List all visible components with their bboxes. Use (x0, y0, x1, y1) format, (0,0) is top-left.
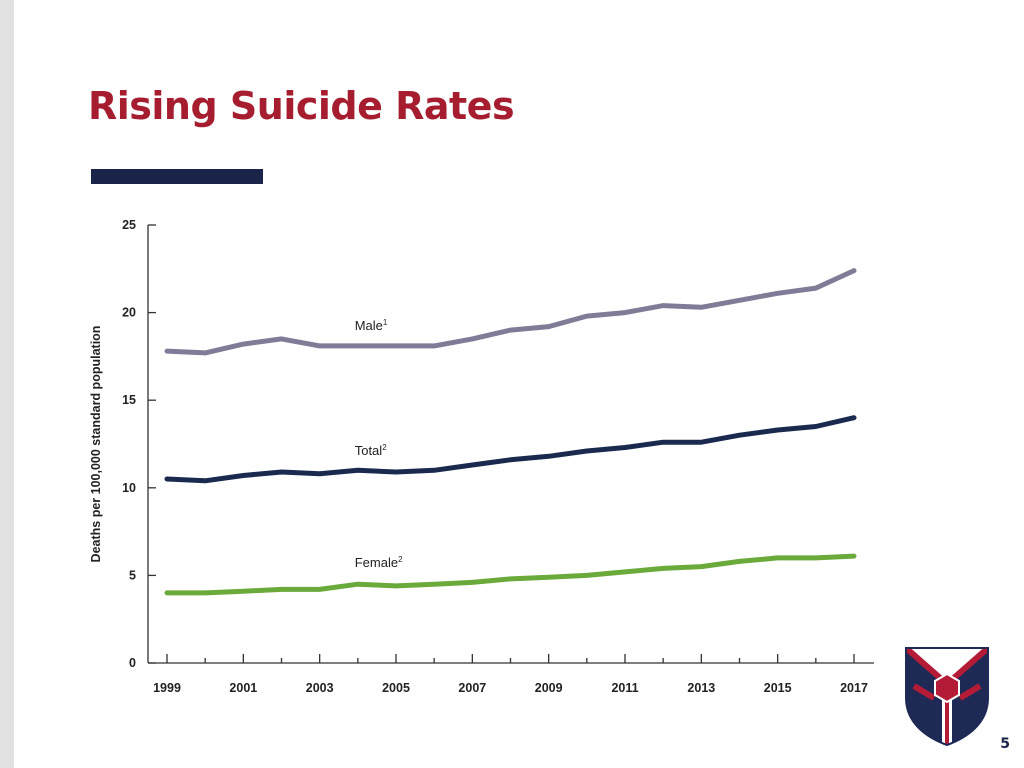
series-label-male-superscript: 1 (383, 318, 388, 327)
series-line-female (164, 553, 857, 596)
series-label-total-superscript: 2 (382, 443, 387, 452)
series-label-total-text: Total (355, 443, 383, 458)
series-label-male: Male1 (355, 318, 388, 333)
series-label-female-superscript: 2 (398, 555, 403, 564)
x-tick-label: 2001 (229, 681, 257, 695)
x-tick-label: 2017 (840, 681, 868, 695)
y-tick-label: 15 (122, 393, 136, 407)
x-tick-label: 1999 (153, 681, 181, 695)
x-tick-label: 2003 (306, 681, 334, 695)
x-tick-label: 2013 (687, 681, 715, 695)
university-crest-logo (905, 647, 989, 746)
series-label-female-text: Female (355, 555, 398, 570)
y-tick-label: 5 (129, 568, 136, 582)
x-tick-label: 2009 (535, 681, 563, 695)
y-tick-label: 10 (122, 481, 136, 495)
y-tick-label: 20 (122, 306, 136, 320)
series-line-male (164, 268, 857, 356)
x-tick-label: 2011 (611, 681, 638, 695)
slide-title: Rising Suicide Rates (88, 84, 515, 128)
y-axis-title: Deaths per 100,000 standard population (89, 326, 103, 563)
series-label-total: Total2 (355, 443, 387, 458)
y-tick-label: 0 (129, 656, 136, 670)
series-label-female: Female2 (355, 555, 403, 570)
page-number: 5 (1000, 736, 1010, 752)
left-edge-strip (0, 0, 14, 768)
chart-series-layer (164, 268, 857, 596)
series-line-total (164, 415, 857, 484)
y-tick-label: 25 (122, 218, 136, 232)
x-tick-label: 2005 (382, 681, 410, 695)
x-tick-label: 2007 (458, 681, 486, 695)
title-underline-bar (91, 169, 263, 184)
chart-axes: 0 5 10 15 20 25 1999 2001 2003 2005 2007 2009 2011 20… (89, 218, 874, 695)
series-label-male-text: Male (355, 318, 383, 333)
x-tick-label: 2015 (764, 681, 792, 695)
